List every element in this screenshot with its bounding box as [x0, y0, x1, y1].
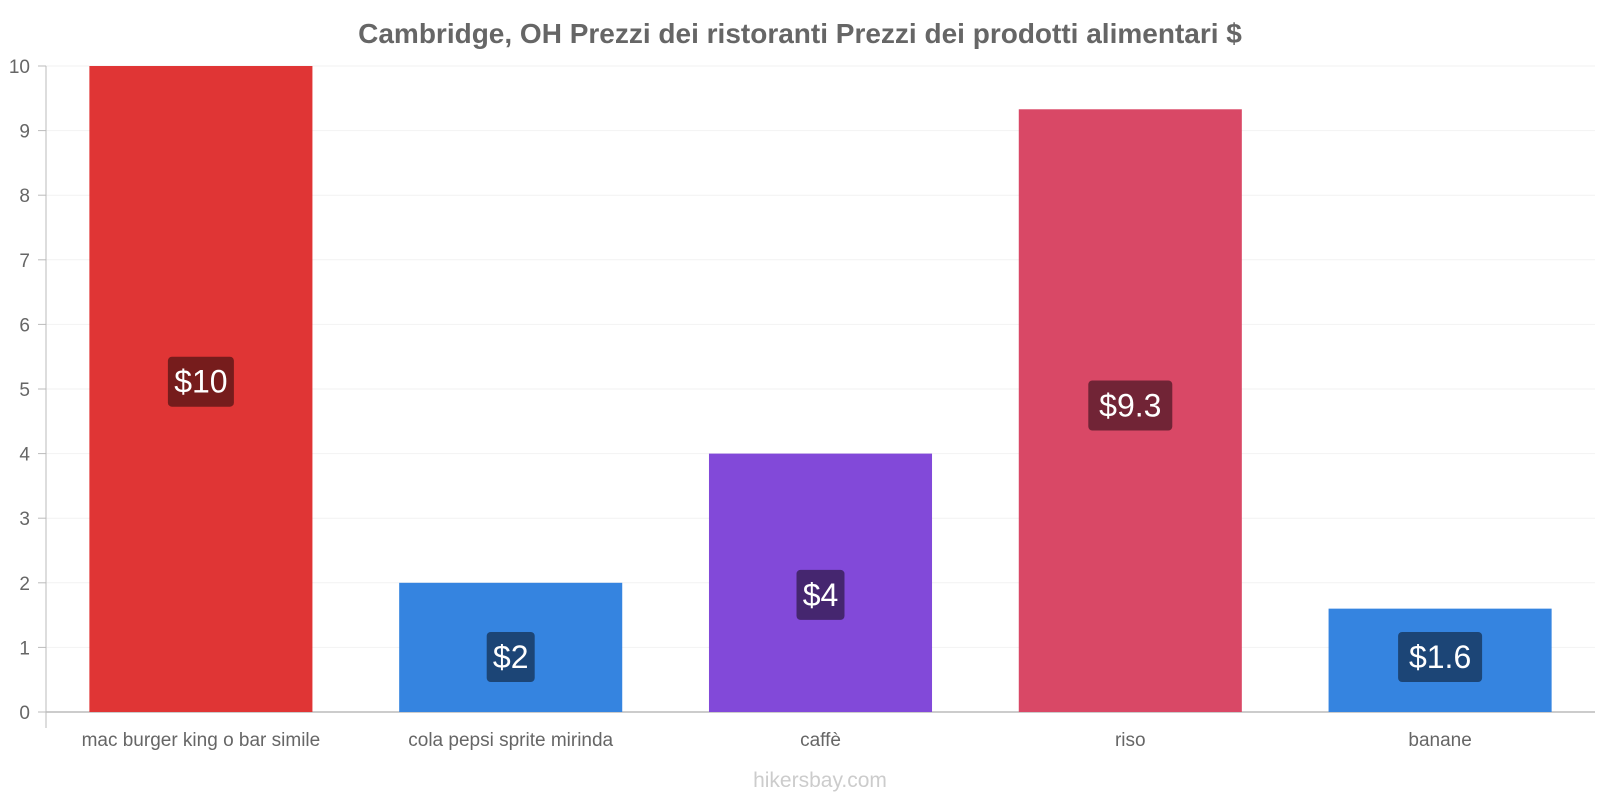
- y-ticks: 0 1 2 3 4 5 6 7 8 9 10: [9, 57, 46, 724]
- y-tick-label: 3: [19, 509, 30, 530]
- x-tick-label: caffè: [800, 730, 841, 751]
- chart-title: Cambridge, OH Prezzi dei ristoranti Prez…: [358, 18, 1242, 49]
- value-label: $2: [493, 639, 529, 675]
- y-tick-label: 0: [19, 703, 30, 724]
- y-tick-label: 7: [19, 251, 30, 272]
- value-label: $4: [803, 577, 839, 613]
- value-label-box: [1088, 380, 1173, 431]
- x-tick-label: mac burger king o bar simile: [82, 730, 321, 751]
- watermark: hikersbay.com: [753, 769, 887, 792]
- x-tick-labels: mac burger king o bar simile cola pepsi s…: [82, 730, 1472, 751]
- y-tick-label: 8: [19, 186, 30, 207]
- value-label-box: [796, 569, 845, 620]
- value-label: $10: [174, 364, 227, 400]
- y-tick-label: 2: [19, 574, 30, 595]
- x-tick-label: banane: [1408, 730, 1471, 751]
- value-label: $9.3: [1099, 388, 1161, 424]
- value-label-box: [486, 632, 535, 682]
- value-label: $1.6: [1409, 639, 1471, 675]
- x-tick-label: cola pepsi sprite mirinda: [408, 730, 613, 751]
- value-labels: $10 $2 $4 $9.3 $1.6: [167, 356, 1483, 682]
- y-tick-label: 5: [19, 380, 30, 401]
- value-label-box: [167, 356, 234, 407]
- y-tick-label: 9: [19, 122, 30, 143]
- y-tick-label: 10: [9, 57, 30, 78]
- value-label-box: [1398, 632, 1483, 682]
- y-tick-label: 4: [19, 445, 30, 466]
- x-tick-label: riso: [1115, 730, 1146, 751]
- y-tick-label: 6: [19, 315, 30, 336]
- y-tick-label: 1: [19, 638, 30, 659]
